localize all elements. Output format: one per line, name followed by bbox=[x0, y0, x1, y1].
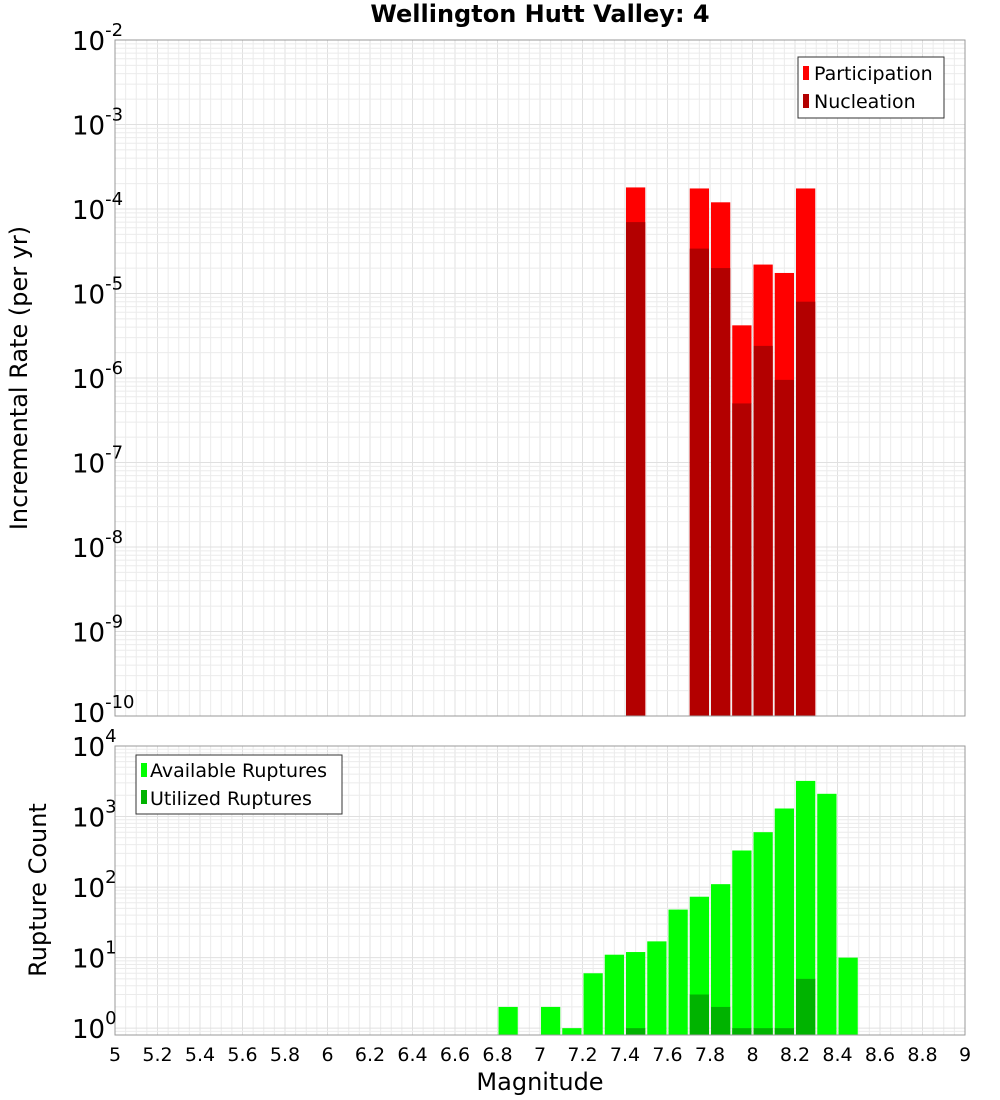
x-tick-label: 5.8 bbox=[270, 1044, 300, 1066]
bottom-y-tick-label: 104 bbox=[72, 726, 117, 763]
legend-label-utilized-ruptures: Utilized Ruptures bbox=[150, 788, 312, 810]
bottom-bar-utilized-ruptures bbox=[753, 1028, 773, 1035]
x-tick-label: 5.2 bbox=[142, 1044, 172, 1066]
top-y-tick-label: 10-10 bbox=[72, 692, 135, 729]
bottom-y-tick-label: 101 bbox=[72, 938, 117, 975]
top-y-tick-label: 10-3 bbox=[72, 105, 123, 142]
bottom-bar-available-ruptures bbox=[583, 973, 603, 1035]
bottom-legend-box bbox=[135, 754, 343, 815]
top-y-tick-labels: 10-10 10-9 10-8 10-7 10-6 10-5 10-4 10-3 10-2 bbox=[72, 20, 135, 729]
bottom-bar-available-ruptures bbox=[562, 1028, 582, 1035]
x-tick-label: 9 bbox=[959, 1044, 971, 1066]
top-y-tick-label: 10-4 bbox=[72, 189, 123, 226]
x-tick-label: 7.6 bbox=[652, 1044, 682, 1066]
top-y-tick-label: 10-7 bbox=[72, 443, 123, 480]
bottom-bars bbox=[498, 780, 858, 1035]
bottom-bar-utilized-ruptures bbox=[796, 978, 816, 1035]
bottom-bar-utilized-ruptures bbox=[732, 1028, 752, 1035]
bottom-bar-available-ruptures bbox=[668, 909, 688, 1035]
top-bar-nucleation bbox=[689, 248, 709, 716]
bottom-bar-available-ruptures bbox=[711, 884, 731, 1035]
top-bar-nucleation bbox=[711, 268, 731, 716]
top-y-tick-label: 10-2 bbox=[72, 20, 123, 57]
bottom-bar-available-ruptures bbox=[838, 957, 858, 1035]
bottom-bar-available-ruptures bbox=[647, 941, 667, 1035]
top-bar-nucleation bbox=[732, 403, 752, 716]
x-tick-label: 6.2 bbox=[355, 1044, 385, 1066]
bottom-y-axis-label: Rupture Count bbox=[24, 803, 52, 977]
legend-label-available-ruptures: Available Ruptures bbox=[150, 760, 327, 782]
bottom-y-tick-label: 103 bbox=[72, 797, 117, 834]
legend-swatch-available-ruptures bbox=[141, 763, 147, 777]
legend-label-participation: Participation bbox=[814, 63, 933, 85]
bottom-plot: 100 101 102 103 104 5 5.2 5.4 5.6 5.8 6 6.2 6.4 6.6 6… bbox=[24, 726, 971, 1096]
bottom-plot-border bbox=[114, 745, 966, 1036]
bottom-bar-utilized-ruptures bbox=[689, 994, 709, 1035]
legend-label-nucleation: Nucleation bbox=[814, 91, 916, 113]
x-tick-label: 8.8 bbox=[907, 1044, 937, 1066]
x-tick-label: 6.6 bbox=[440, 1044, 470, 1066]
top-plot-border bbox=[114, 39, 966, 717]
x-tick-labels: 5 5.2 5.4 5.6 5.8 6 6.2 6.4 6.6 6.8 7 7.2 7.4 7.6 7.8 8… bbox=[109, 1044, 971, 1066]
top-y-tick-label: 10-6 bbox=[72, 358, 123, 395]
x-tick-label: 7 bbox=[534, 1044, 546, 1066]
bottom-bar-utilized-ruptures bbox=[774, 1028, 794, 1035]
top-bar-nucleation bbox=[753, 345, 773, 716]
top-y-tick-label: 10-5 bbox=[72, 274, 123, 311]
top-legend-box bbox=[797, 56, 945, 119]
top-plot: 10-10 10-9 10-8 10-7 10-6 10-5 10-4 10-3 10-2 In… bbox=[5, 20, 966, 729]
legend-swatch-nucleation bbox=[803, 94, 809, 108]
x-tick-label: 7.8 bbox=[695, 1044, 725, 1066]
bottom-bar-available-ruptures bbox=[817, 793, 837, 1035]
x-tick-label: 5.4 bbox=[185, 1044, 215, 1066]
bottom-y-tick-label: 100 bbox=[72, 1008, 117, 1045]
x-tick-label: 7.2 bbox=[567, 1044, 597, 1066]
top-grid bbox=[114, 39, 966, 717]
x-axis-label: Magnitude bbox=[476, 1068, 603, 1096]
bottom-bar-available-ruptures bbox=[774, 808, 794, 1035]
x-tick-label: 6.8 bbox=[482, 1044, 512, 1066]
x-tick-label: 5.6 bbox=[227, 1044, 257, 1066]
top-bar-nucleation bbox=[796, 301, 816, 716]
top-bar-nucleation bbox=[774, 379, 794, 716]
bottom-y-tick-label: 102 bbox=[72, 867, 117, 904]
bottom-bar-available-ruptures bbox=[732, 850, 752, 1035]
x-tick-label: 8.6 bbox=[865, 1044, 895, 1066]
x-tick-label: 6.4 bbox=[397, 1044, 427, 1066]
x-tick-label: 7.4 bbox=[610, 1044, 640, 1066]
bottom-legend: Available Ruptures Utilized Ruptures bbox=[135, 754, 343, 815]
bottom-bar-utilized-ruptures bbox=[711, 1006, 731, 1035]
top-bar-nucleation bbox=[626, 222, 646, 716]
top-y-tick-label: 10-9 bbox=[72, 612, 123, 649]
bottom-bar-available-ruptures bbox=[498, 1006, 518, 1035]
x-tick-label: 8 bbox=[746, 1044, 758, 1066]
x-tick-label: 5 bbox=[109, 1044, 121, 1066]
top-y-axis-label: Incremental Rate (per yr) bbox=[5, 226, 33, 530]
top-y-tick-label: 10-8 bbox=[72, 527, 123, 564]
bottom-bar-available-ruptures bbox=[541, 1006, 561, 1035]
top-legend: Participation Nucleation bbox=[797, 56, 945, 119]
bottom-y-tick-labels: 100 101 102 103 104 bbox=[72, 726, 117, 1045]
legend-swatch-utilized-ruptures bbox=[141, 790, 147, 804]
bottom-grid bbox=[114, 745, 966, 1036]
bottom-bar-available-ruptures bbox=[604, 954, 624, 1035]
top-bars bbox=[626, 187, 816, 717]
bottom-bar-available-ruptures bbox=[626, 952, 646, 1035]
chart-title: Wellington Hutt Valley: 4 bbox=[370, 0, 709, 28]
bottom-bar-utilized-ruptures bbox=[626, 1028, 646, 1035]
x-tick-label: 8.2 bbox=[780, 1044, 810, 1066]
legend-swatch-participation bbox=[803, 66, 809, 80]
bottom-bar-available-ruptures bbox=[796, 780, 816, 1035]
x-tick-label: 6 bbox=[321, 1044, 333, 1066]
bottom-bar-available-ruptures bbox=[753, 832, 773, 1035]
x-tick-label: 8.4 bbox=[822, 1044, 852, 1066]
